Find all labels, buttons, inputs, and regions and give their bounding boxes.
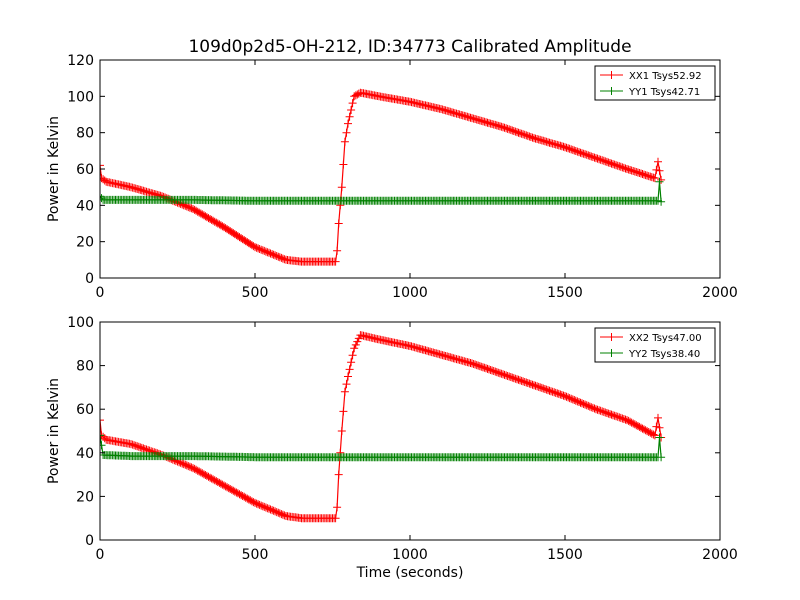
y-tick-label: 100 [67,315,94,331]
legend-label: YY2 Tsys38.40 [628,349,700,360]
x-tick-label: 500 [242,547,269,563]
legend-marker [607,333,616,341]
legend-label: YY1 Tsys42.71 [628,87,700,98]
legend-item-1: XX1 Tsys52.92 [600,71,702,82]
y-tick-label: 60 [76,402,94,418]
legend-item-2: YY2 Tsys38.40 [600,349,700,360]
legend-label: XX1 Tsys52.92 [629,71,702,82]
series-markers [100,431,666,462]
legend: XX1 Tsys52.92 YY1 Tsys42.71 [594,65,716,101]
x-tick-label: 1500 [547,285,583,301]
legend-item-1: XX2 Tsys47.00 [600,333,702,344]
x-tick-label: 2000 [702,547,738,563]
x-tick-label: 1500 [547,547,583,563]
chart-title: 109d0p2d5-OH-212, ID:34773 Calibrated Am… [188,37,631,57]
y-tick-label: 40 [76,446,94,462]
x-tick-label: 0 [96,285,105,301]
y-tick-label: 120 [67,53,94,69]
legend-marker [607,71,616,79]
y-tick-label: 40 [76,198,94,214]
y-tick-label: 20 [76,489,94,505]
y-tick-label: 100 [67,89,94,105]
series-2 [100,431,666,462]
y-axis-label: Power in Kelvin [46,378,62,484]
legend-marker [607,87,616,95]
y-tick-label: 80 [76,126,94,142]
subplot-1: 0 500 1000 1500 2000 0 20 40 60 80 100 120 Power in … [46,53,738,301]
y-tick-label: 0 [85,533,94,549]
y-axis-label: Power in Kelvin [46,116,62,222]
y-tick-label: 0 [85,271,94,287]
legend: XX2 Tsys47.00 YY2 Tsys38.40 [594,327,716,363]
legend-box [594,65,716,101]
y-tick-label: 60 [76,162,94,178]
x-tick-label: 1000 [392,285,428,301]
series-group [100,88,666,266]
x-tick-label: 1000 [392,547,428,563]
series-2 [100,177,666,206]
y-tick-label: 80 [76,359,94,375]
legend-marker [607,349,616,357]
series-markers [100,177,666,206]
legend-label: XX2 Tsys47.00 [629,333,702,344]
y-tick-label: 20 [76,235,94,251]
legend-box [594,327,716,363]
x-tick-label: 0 [96,547,105,563]
x-axis-label: Time (seconds) [356,565,464,581]
legend-item-2: YY1 Tsys42.71 [600,87,700,98]
subplot-2: 0 500 1000 1500 2000 0 20 40 60 80 100 Power in Kel… [46,315,738,581]
x-tick-label: 500 [242,285,269,301]
series-group [100,331,666,523]
x-tick-label: 2000 [702,285,738,301]
